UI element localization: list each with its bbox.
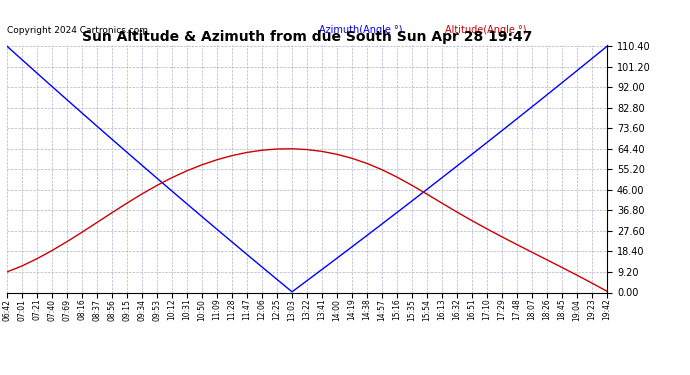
Text: Azimuth(Angle °): Azimuth(Angle °) [319, 25, 402, 35]
Title: Sun Altitude & Azimuth from due South Sun Apr 28 19:47: Sun Altitude & Azimuth from due South Su… [82, 30, 532, 44]
Text: Altitude(Angle °): Altitude(Angle °) [445, 25, 526, 35]
Text: Copyright 2024 Cartronics.com: Copyright 2024 Cartronics.com [7, 26, 148, 35]
